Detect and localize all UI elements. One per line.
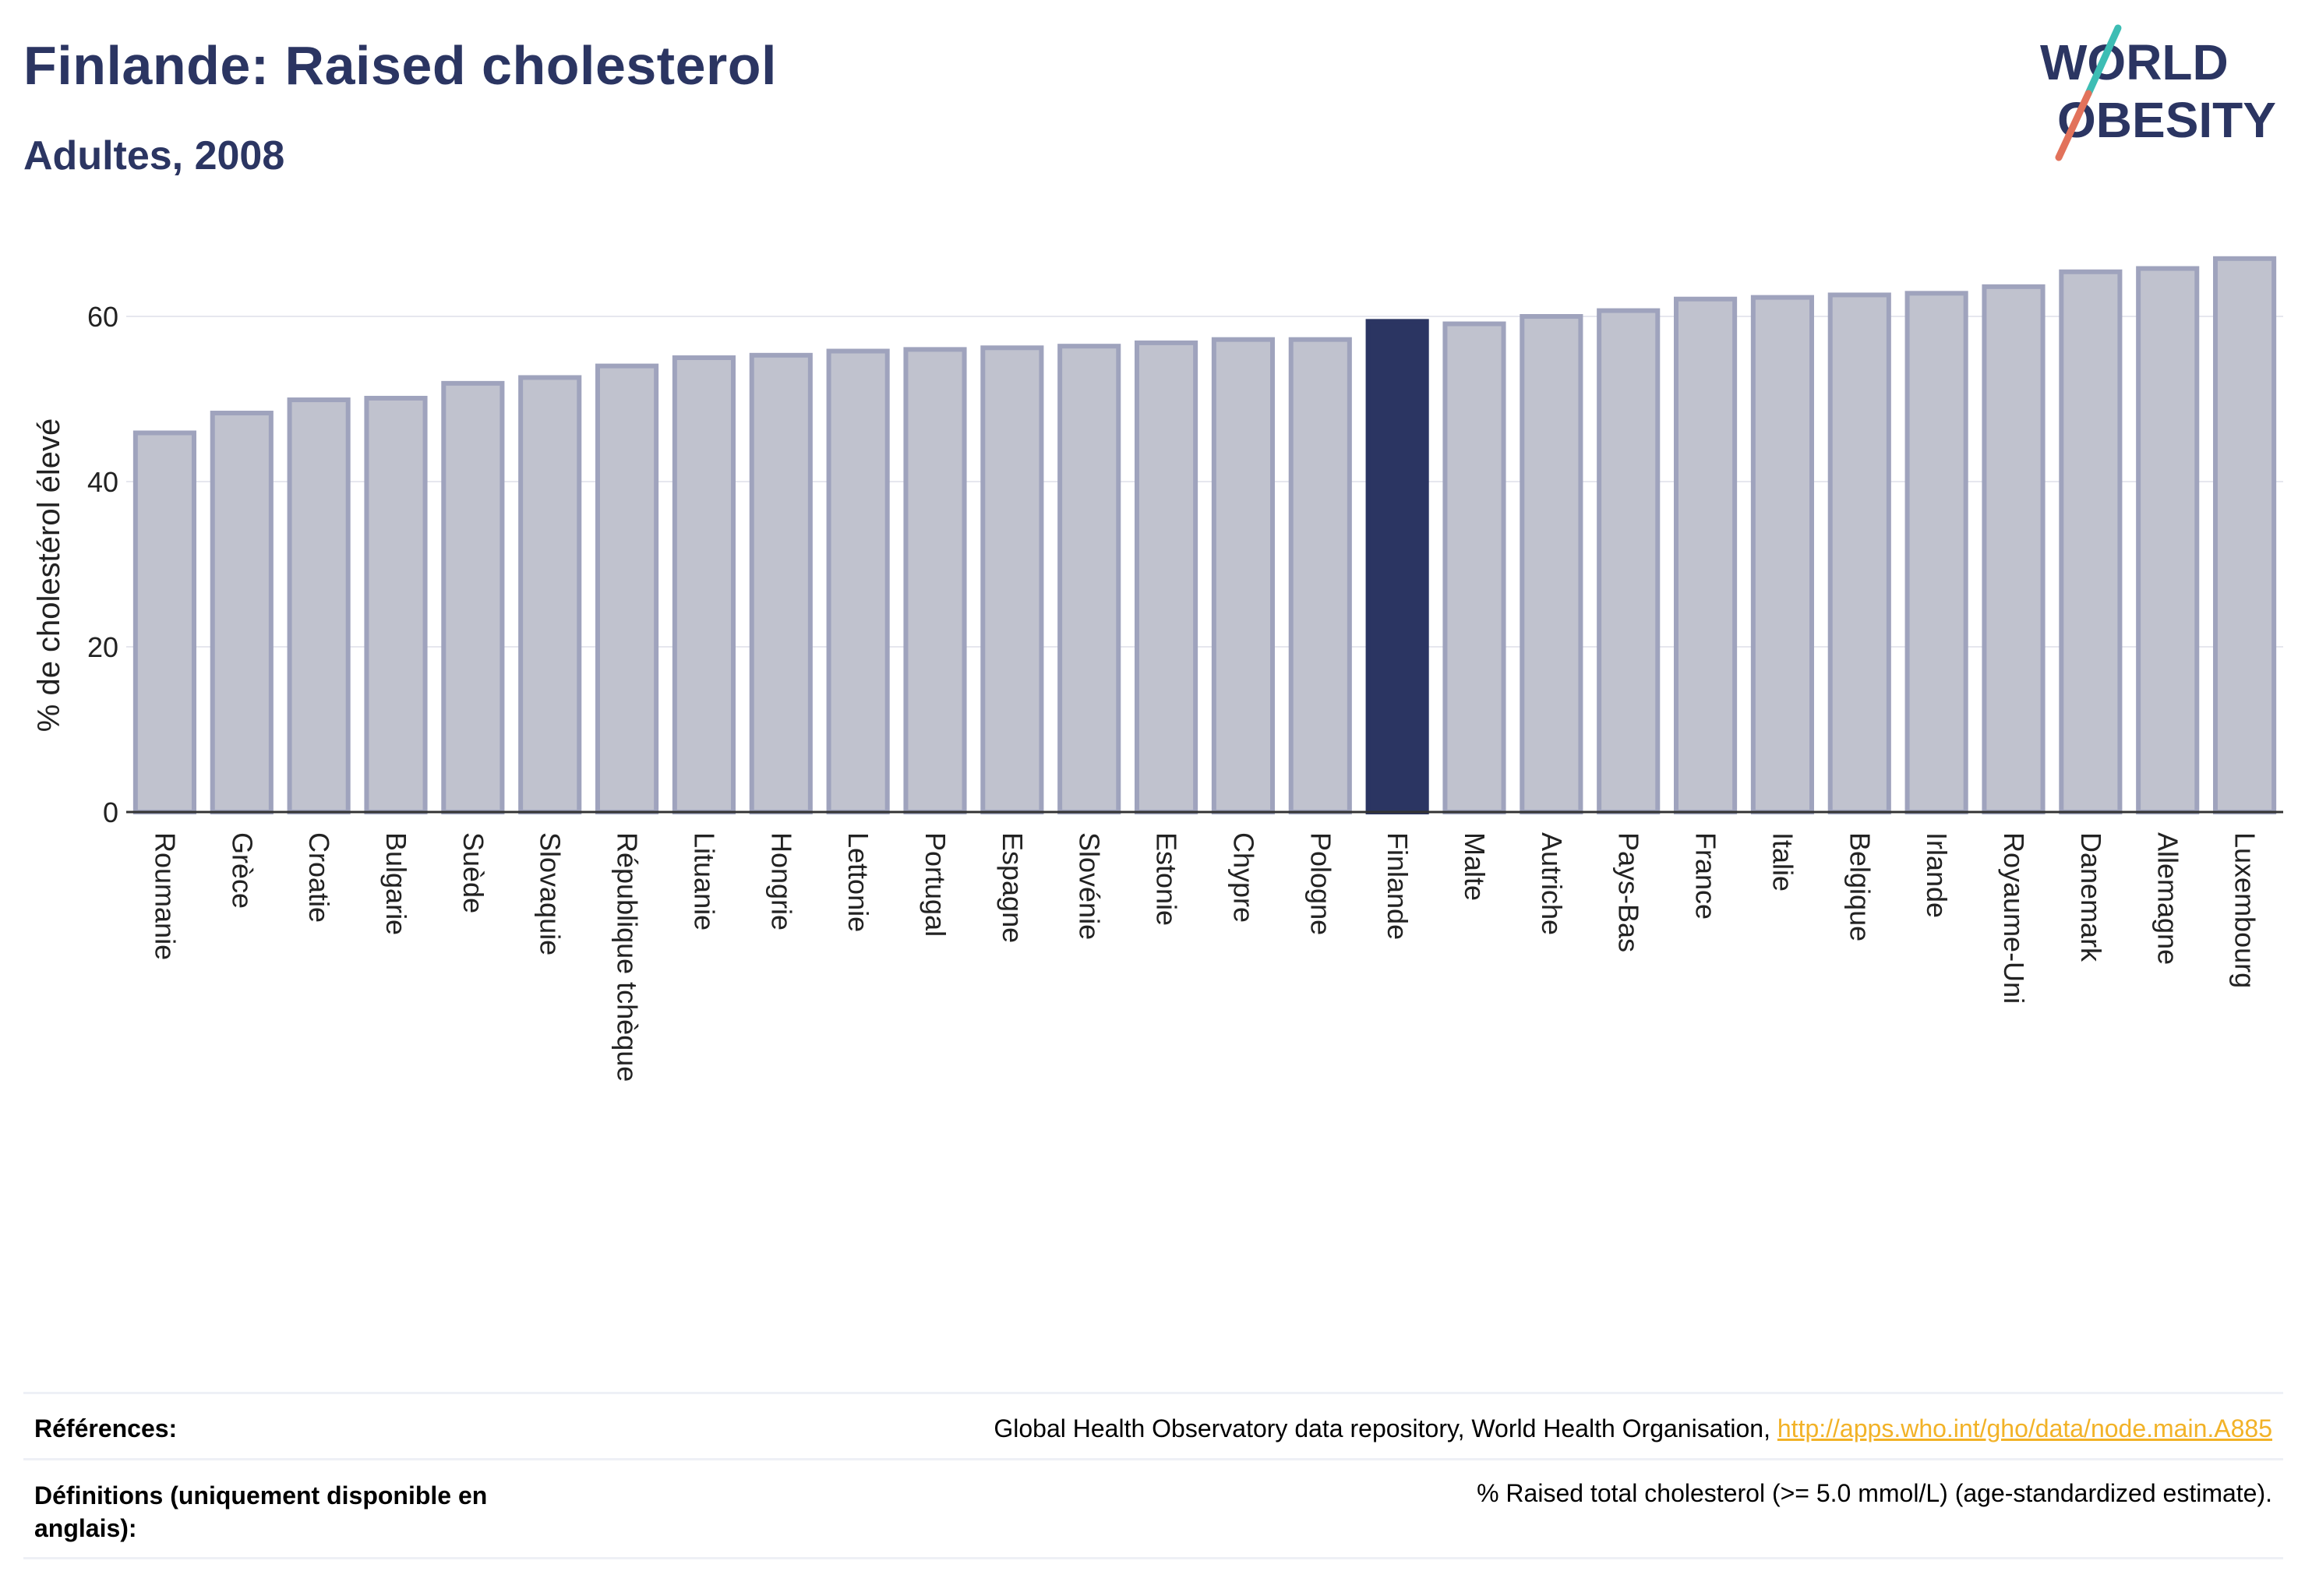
x-tick-label: Slovaquie bbox=[535, 832, 567, 955]
x-tick-label: Lettonie bbox=[842, 832, 874, 932]
bar bbox=[980, 345, 1044, 814]
x-tick-label: Malte bbox=[1459, 832, 1491, 901]
x-tick-label: Suède bbox=[457, 832, 489, 913]
bar bbox=[1904, 291, 1968, 814]
x-tick-label: Grèce bbox=[226, 832, 258, 909]
definitions-label-line-2: anglais): bbox=[34, 1514, 137, 1542]
references-value: Global Health Observatory data repositor… bbox=[994, 1414, 2272, 1443]
bar bbox=[1674, 296, 1738, 814]
definitions-value: % Raised total cholesterol (>= 5.0 mmol/… bbox=[1477, 1479, 2272, 1507]
bar bbox=[595, 363, 659, 815]
bar bbox=[1135, 340, 1198, 815]
x-tick-label: Irlande bbox=[1921, 832, 1953, 918]
bar-chart: 0 20 40 60 Roumanie Grèce Croatie Bulgarie Suèd… bbox=[32, 256, 2283, 1082]
y-tick-label: 20 bbox=[87, 631, 118, 663]
x-tick-label: Italie bbox=[1767, 832, 1798, 892]
x-tick-label: Finlande bbox=[1382, 832, 1414, 940]
bar bbox=[287, 397, 351, 814]
x-tick-label: Lituanie bbox=[688, 832, 720, 930]
bar bbox=[1750, 295, 1814, 814]
y-tick-label: 60 bbox=[87, 301, 118, 333]
bar bbox=[1442, 321, 1506, 815]
x-tick-label: Danemark bbox=[2075, 832, 2107, 962]
definitions-label-line-1: Définitions (uniquement disponible en bbox=[34, 1481, 488, 1509]
bar bbox=[210, 411, 274, 815]
bar bbox=[2136, 266, 2200, 814]
x-tick-label: Espagne bbox=[997, 832, 1029, 943]
x-tick-label: Pays-Bas bbox=[1613, 832, 1645, 952]
bar bbox=[1827, 292, 1891, 814]
bar bbox=[132, 430, 196, 815]
bar bbox=[364, 395, 428, 814]
references-row: Références: Global Health Observatory da… bbox=[23, 1392, 2283, 1458]
logo-slash-teal bbox=[2084, 24, 2122, 97]
chart-title: Finlande: Raised cholesterol bbox=[23, 35, 777, 96]
x-tick-label: Hongrie bbox=[765, 832, 797, 930]
x-tick-label: Estonie bbox=[1151, 832, 1183, 926]
y-tick-labels: 0 20 40 60 bbox=[87, 301, 118, 828]
world-obesity-logo: WORLD OBESITY bbox=[2040, 24, 2276, 161]
bar bbox=[2213, 256, 2277, 814]
definitions-row: Définitions (uniquement disponible en ang… bbox=[23, 1458, 2283, 1559]
bar bbox=[1057, 344, 1121, 815]
x-tick-label: Bulgarie bbox=[380, 832, 412, 935]
bars bbox=[132, 256, 2277, 815]
bar bbox=[2059, 269, 2123, 814]
logo-line-1: WORLD bbox=[2040, 34, 2229, 90]
bar-highlighted bbox=[1365, 319, 1429, 814]
y-tick-label: 0 bbox=[103, 796, 118, 828]
x-tick-label: République tchèque bbox=[612, 832, 644, 1082]
references-link[interactable]: http://apps.who.int/gho/data/node.main.A… bbox=[1777, 1414, 2272, 1442]
y-tick-label: 40 bbox=[87, 466, 118, 498]
footer: Références: Global Health Observatory da… bbox=[23, 1392, 2283, 1559]
bar bbox=[441, 380, 505, 814]
bar bbox=[749, 352, 813, 814]
x-tick-label: Belgique bbox=[1844, 832, 1876, 941]
x-tick-label: Portugal bbox=[920, 832, 951, 937]
x-tick-label: Pologne bbox=[1304, 832, 1336, 935]
bar bbox=[903, 347, 967, 814]
definitions-label: Définitions (uniquement disponible en ang… bbox=[34, 1479, 487, 1545]
x-tick-label: Slovénie bbox=[1074, 832, 1106, 940]
bar bbox=[1288, 337, 1352, 814]
y-axis-title: % de cholestérol élevé bbox=[32, 418, 66, 732]
bar bbox=[518, 375, 582, 814]
logo-slash-coral bbox=[2055, 90, 2092, 161]
bar bbox=[1982, 284, 2046, 814]
x-tick-label: France bbox=[1690, 832, 1722, 920]
chart-subtitle: Adultes, 2008 bbox=[23, 133, 285, 178]
references-label: Références: bbox=[34, 1414, 178, 1442]
x-tick-label: Autriche bbox=[1536, 832, 1568, 935]
bar bbox=[1597, 308, 1661, 814]
x-tick-label: Roumanie bbox=[149, 832, 181, 960]
bar bbox=[672, 355, 736, 814]
bar bbox=[826, 348, 890, 814]
x-tick-label: Croatie bbox=[303, 832, 335, 923]
bar bbox=[1520, 314, 1583, 814]
references-text: Global Health Observatory data repositor… bbox=[994, 1414, 1777, 1442]
bar bbox=[1211, 337, 1275, 814]
x-tick-label: Luxembourg bbox=[2229, 832, 2261, 988]
x-tick-label: Royaume-Uni bbox=[1998, 832, 2030, 1004]
x-tick-label: Allemagne bbox=[2152, 832, 2184, 965]
logo-line-2: OBESITY bbox=[2057, 92, 2276, 148]
x-tick-labels: Roumanie Grèce Croatie Bulgarie Suède Slovaqu… bbox=[149, 832, 2261, 1082]
x-tick-label: Chypre bbox=[1227, 832, 1259, 923]
